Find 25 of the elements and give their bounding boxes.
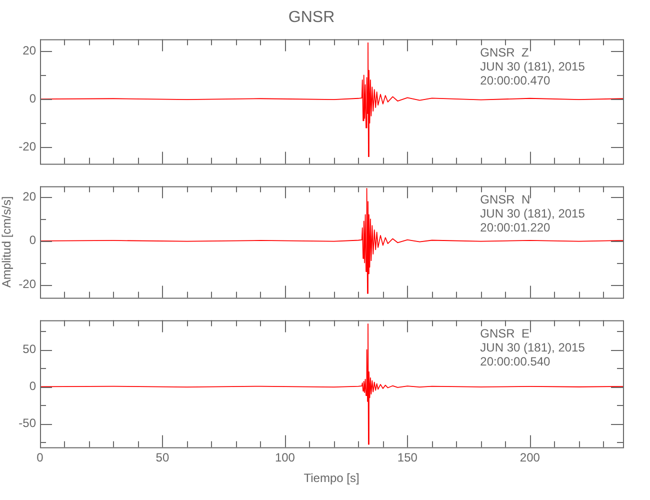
y-tick-label: 50 — [22, 342, 36, 356]
y-tick-label: 20 — [22, 43, 36, 58]
y-tick-label: -20 — [18, 139, 36, 154]
annotation: JUN 30 (181), 2015 — [480, 340, 586, 355]
annotation: 20:00:00.540 — [480, 354, 551, 369]
y-tick-label: 0 — [29, 378, 36, 393]
x-tick-label: 50 — [156, 450, 170, 465]
annotation: 20:00:01.220 — [480, 220, 551, 235]
annotation: 20:00:00.470 — [480, 74, 551, 88]
y-tick-label: -50 — [18, 416, 36, 430]
x-tick-label: 200 — [520, 450, 540, 465]
x-tick-label: 150 — [397, 450, 418, 465]
y-tick-label: 0 — [29, 91, 36, 106]
chart-title: GNSR — [288, 9, 335, 26]
annotation: JUN 30 (181), 2015 — [480, 206, 586, 221]
annotation: JUN 30 (181), 2015 — [480, 60, 586, 74]
y-tick-label: 0 — [29, 233, 36, 248]
y-tick-label: 20 — [22, 189, 36, 204]
y-tick-label: -20 — [18, 276, 36, 291]
annotation: GNSR N — [480, 192, 530, 207]
y-axis-title: Amplitud [cm/s/s] — [0, 196, 14, 288]
x-tick-label: 100 — [274, 450, 296, 465]
annotation: GNSR E — [480, 326, 530, 341]
annotation: GNSR Z — [480, 46, 529, 60]
x-axis-title: Tiempo [s] — [304, 471, 360, 486]
